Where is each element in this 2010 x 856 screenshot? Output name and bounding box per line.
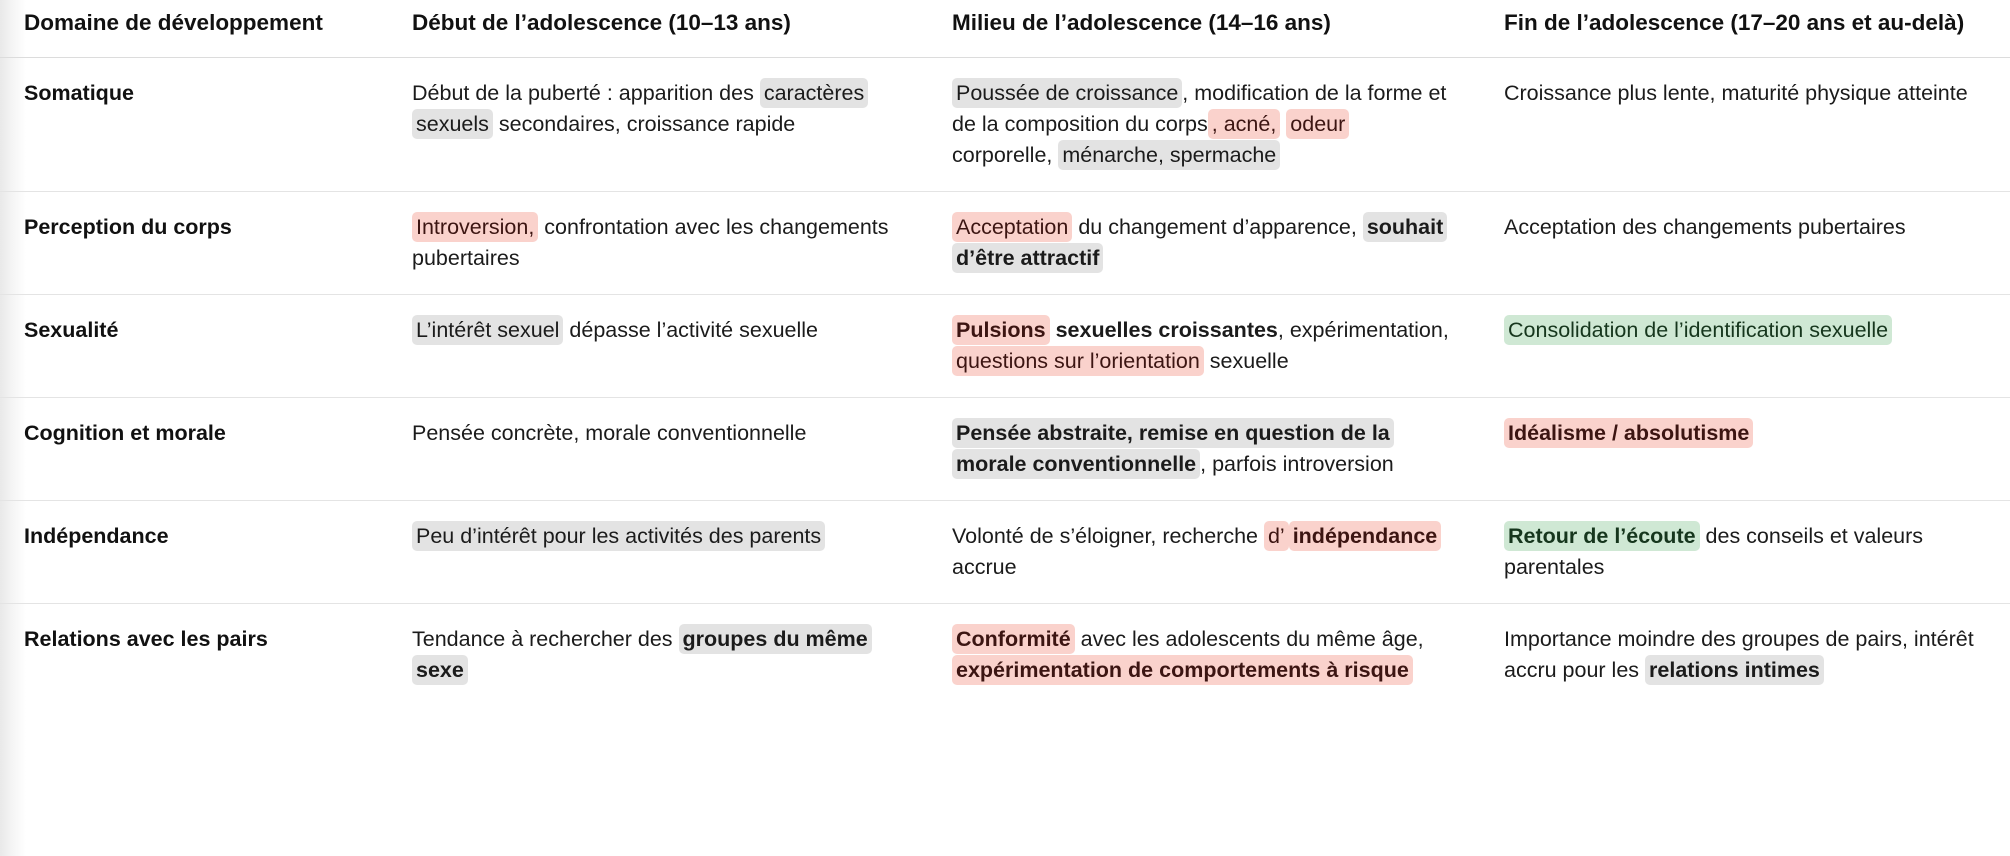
- highlighted-text: ménarche, spermache: [1058, 140, 1281, 171]
- text-run: , expérimentation,: [1277, 318, 1449, 343]
- text-run: accrue: [952, 554, 1017, 579]
- highlighted-text: d’: [1263, 520, 1289, 551]
- highlighted-text: Poussée de croissance: [952, 78, 1183, 109]
- cell-early-adolescence: Début de la puberté : apparition des car…: [390, 57, 930, 193]
- cell-domain: Cognition et morale: [0, 397, 390, 501]
- cell-late-adolescence: Acceptation des changements pubertaires: [1482, 191, 2010, 296]
- text-run: , parfois introversion: [1200, 452, 1394, 477]
- cell-mid-adolescence: Poussée de croissance, modification de l…: [930, 57, 1482, 193]
- table-row: Indépendance Peu d’intérêt pour les activ…: [0, 500, 2010, 604]
- highlighted-text: , acné,: [1207, 109, 1281, 140]
- cell-mid-adolescence: Pulsions sexuelles croissantes, expérime…: [930, 294, 1482, 399]
- text-run: Importance moindre des groupes de pairs,…: [1504, 626, 1974, 682]
- text-run: Acceptation des changements pubertaires: [1504, 215, 1906, 240]
- cell-late-adolescence: Consolidation de l’identification sexuel…: [1482, 294, 2010, 399]
- header-row: Domaine de développement Début de l’adol…: [0, 0, 2010, 59]
- text-run: , modification de la forme et de la comp…: [952, 81, 1447, 137]
- table-row: Somatique Début de la puberté : apparitio…: [0, 57, 2010, 193]
- text-run: des conseils et valeurs parentales: [1504, 523, 1924, 579]
- highlighted-text: indépendance: [1288, 520, 1442, 551]
- table-header: Domaine de développement Début de l’adol…: [0, 0, 2010, 59]
- highlighted-text: relations intimes: [1645, 654, 1824, 685]
- cell-early-adolescence: Pensée concrète, morale conventionnelle: [390, 397, 930, 501]
- highlighted-text: Peu d’intérêt pour les activités des par…: [412, 520, 826, 551]
- highlighted-text: expérimentation de comportements à risqu…: [952, 654, 1413, 685]
- text-run: secondaires, croissance rapide: [492, 112, 796, 137]
- text-run: corporelle,: [952, 143, 1059, 168]
- text-run: Début de la puberté : apparition des: [412, 81, 760, 106]
- column-header-late-adolescence: Fin de l’adolescence (17–20 ans et au-de…: [1482, 0, 2010, 59]
- table-row: Perception du corps Introversion, confron…: [0, 191, 2010, 296]
- cell-early-adolescence: Introversion, confrontation avec les cha…: [390, 191, 930, 296]
- table-row: Sexualité L’intérêt sexuel dépasse l’acti…: [0, 294, 2010, 399]
- text-run: sexuelle: [1203, 349, 1289, 374]
- cell-mid-adolescence: Volonté de s’éloigner, recherche d’ indép…: [930, 500, 1482, 604]
- text-run: Tendance à rechercher des: [412, 626, 679, 651]
- cell-early-adolescence: Peu d’intérêt pour les activités des par…: [390, 500, 930, 604]
- cell-domain: Indépendance: [0, 500, 390, 604]
- text-run: sexuelles croissantes: [1049, 318, 1278, 343]
- table-body: Somatique Début de la puberté : apparitio…: [0, 57, 2010, 706]
- highlighted-text: Conformité: [952, 623, 1075, 654]
- highlighted-text: Acceptation: [952, 212, 1073, 243]
- highlighted-text: Idéalisme / absolutisme: [1504, 418, 1754, 449]
- highlighted-text: L’intérêt sexuel: [412, 315, 564, 346]
- cell-mid-adolescence: Pensée abstraite, remise en question de …: [930, 397, 1482, 501]
- column-header-early-adolescence: Début de l’adolescence (10–13 ans): [390, 0, 930, 59]
- highlighted-text: Introversion,: [412, 212, 539, 243]
- highlighted-text: Pensée abstraite, remise en question de …: [952, 418, 1394, 480]
- cell-early-adolescence: Tendance à rechercher des groupes du mêm…: [390, 603, 930, 705]
- adolescent-development-table: Domaine de développement Début de l’adol…: [0, 0, 2010, 706]
- column-header-domain: Domaine de développement: [0, 0, 390, 59]
- text-run: dépasse l’activité sexuelle: [563, 318, 818, 343]
- highlighted-text: Retour de l’écoute: [1504, 520, 1700, 551]
- cell-domain: Perception du corps: [0, 191, 390, 296]
- text-run: du changement d’apparence,: [1072, 215, 1363, 240]
- cell-late-adolescence: Croissance plus lente, maturité physique…: [1482, 57, 2010, 193]
- cell-domain: Relations avec les pairs: [24, 626, 268, 651]
- cell-late-adolescence: Retour de l’écoute des conseils et valeu…: [1482, 500, 2010, 604]
- text-run: Croissance plus lente, maturité physique…: [1504, 81, 1968, 106]
- cell-late-adolescence: Importance moindre des groupes de pairs,…: [1482, 603, 2010, 705]
- cell-late-adolescence: Idéalisme / absolutisme: [1482, 397, 2010, 501]
- highlighted-text: Pulsions: [952, 315, 1050, 346]
- highlighted-text: Consolidation de l’identification sexuel…: [1504, 315, 1893, 346]
- highlighted-text: odeur: [1286, 109, 1350, 140]
- column-header-mid-adolescence: Milieu de l’adolescence (14–16 ans): [930, 0, 1482, 59]
- text-run: Volonté de s’éloigner, recherche: [952, 523, 1264, 548]
- table-row: Relations avec les pairs Tendance à reche…: [0, 603, 2010, 705]
- cell-early-adolescence: L’intérêt sexuel dépasse l’activité sexu…: [390, 294, 930, 399]
- cell-mid-adolescence: Conformité avec les adolescents du même …: [930, 603, 1482, 705]
- text-run: confrontation avec les changements puber…: [412, 215, 889, 271]
- cell-mid-adolescence: Acceptation du changement d’apparence, s…: [930, 191, 1482, 296]
- table-row: Cognition et morale Pensée concrète, mora…: [0, 397, 2010, 501]
- highlighted-text: questions sur l’orientation: [952, 346, 1204, 377]
- cell-domain: Sexualité: [0, 294, 390, 399]
- text-run: Pensée concrète, morale conventionnelle: [412, 421, 807, 446]
- cell-domain: Somatique: [0, 57, 390, 193]
- text-run: avec les adolescents du même âge,: [1074, 626, 1424, 651]
